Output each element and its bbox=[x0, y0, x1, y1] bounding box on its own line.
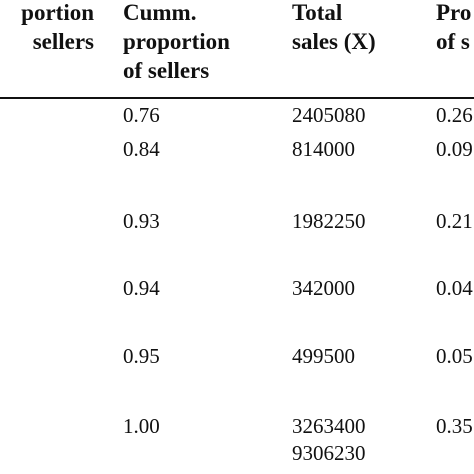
column-header-proportion-sellers: portion sellers bbox=[0, 0, 94, 56]
column-header-line: sales (X) bbox=[292, 29, 376, 54]
cell-proportion-sales: 0.05 bbox=[436, 344, 473, 368]
cell-cumm-proportion: 0.94 bbox=[123, 276, 160, 300]
cell-cumm-proportion: 0.93 bbox=[123, 209, 160, 233]
cell-proportion-sales: 0.04 bbox=[436, 276, 473, 300]
column-header-line: sellers bbox=[32, 29, 94, 54]
column-header-proportion-sales: Pro of s bbox=[436, 0, 471, 56]
cell-proportion-sales: 0.26 bbox=[436, 103, 473, 127]
cell-cumm-proportion: 0.76 bbox=[123, 103, 160, 127]
cell-total-sales: 3263400 bbox=[292, 414, 366, 438]
column-header-line: Pro bbox=[436, 0, 472, 25]
cell-cumm-proportion: 0.95 bbox=[123, 344, 160, 368]
cell-proportion-sales: 0.09 bbox=[436, 137, 473, 161]
column-header-line: portion bbox=[21, 0, 94, 25]
cell-cumm-proportion: 1.00 bbox=[123, 414, 160, 438]
cell-total-sales: 2405080 bbox=[292, 103, 366, 127]
column-header-cumm-proportion: Cumm. proportion of sellers bbox=[123, 0, 230, 85]
cell-cumm-proportion: 0.84 bbox=[123, 137, 160, 161]
column-header-total-sales: Total sales (X) bbox=[292, 0, 376, 56]
cell-proportion-sales: 0.21 bbox=[436, 209, 473, 233]
cell-total-sales: 499500 bbox=[292, 344, 355, 368]
column-header-line: proportion bbox=[123, 29, 230, 54]
column-header-line: of sellers bbox=[123, 58, 210, 83]
cell-proportion-sales: 0.35 bbox=[436, 414, 473, 438]
cell-total-sales-sum: 9306230 bbox=[292, 441, 366, 465]
column-header-line: Cumm. bbox=[123, 0, 197, 25]
cell-total-sales: 342000 bbox=[292, 276, 355, 300]
column-header-line: Total bbox=[292, 0, 343, 25]
cell-total-sales: 814000 bbox=[292, 137, 355, 161]
cell-total-sales: 1982250 bbox=[292, 209, 366, 233]
header-rule bbox=[0, 97, 474, 99]
column-header-line: of s bbox=[436, 29, 470, 54]
